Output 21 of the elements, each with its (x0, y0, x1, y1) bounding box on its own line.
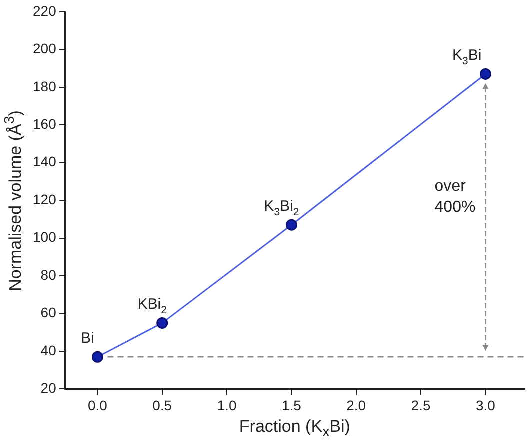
annotation: over 400% (434, 176, 476, 218)
x-axis-title: Fraction (K$_{x}$Bi) (239, 417, 350, 441)
y-tick-label: 180 (33, 78, 57, 94)
x-tick-label: 3.0 (476, 397, 496, 414)
x-tick-label: 1.5 (282, 397, 302, 414)
y-tick-label: 160 (33, 116, 57, 132)
y-tick-label: 40 (40, 342, 57, 358)
x-tick-label: 0.5 (152, 397, 172, 414)
y-tick-label: 200 (33, 40, 57, 57)
y-tick-label: 100 (33, 229, 57, 246)
x-tick-label: 2.0 (346, 397, 366, 414)
y-tick-label: 220 (33, 2, 57, 19)
y-tick-label: 20 (40, 380, 57, 396)
y-tick-label: 120 (33, 191, 57, 208)
y-tick-label: 60 (40, 304, 57, 321)
x-tick-label: 0.0 (88, 397, 108, 414)
x-tick-label: 2.5 (411, 397, 431, 414)
x-tick-label: 1.0 (217, 397, 237, 414)
annotation: Bi (81, 330, 94, 348)
y-tick-label: 140 (33, 154, 57, 170)
y-tick-label: 80 (40, 266, 57, 283)
